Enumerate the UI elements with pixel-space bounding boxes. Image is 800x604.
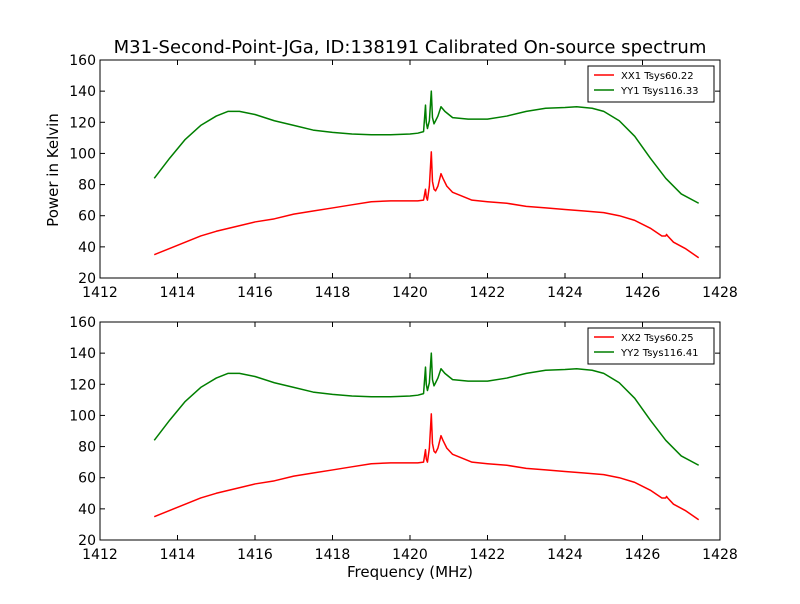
x-tick-label: 1412	[82, 285, 118, 301]
y-tick-label: 140	[69, 346, 96, 362]
y-tick-label: 20	[78, 533, 96, 549]
x-tick-label: 1418	[315, 547, 351, 563]
legend-label: YY2 Tsys116.41	[620, 348, 699, 359]
y-tick-label: 80	[78, 178, 96, 194]
y-axis-label: Power in Kelvin	[44, 113, 62, 227]
x-tick-label: 1426	[625, 547, 661, 563]
x-tick-label: 1416	[237, 285, 273, 301]
series-line-xx	[153, 413, 700, 521]
y-tick-label: 140	[69, 84, 96, 100]
series-line-xx	[153, 151, 700, 259]
legend: XX2 Tsys60.25 YY2 Tsys116.41	[587, 327, 715, 365]
y-tick-label: 160	[69, 53, 96, 69]
x-tick-label: 1428	[702, 285, 738, 301]
y-tick-label: 100	[69, 146, 96, 162]
x-tick-label: 1418	[315, 285, 351, 301]
y-tick-label: 60	[78, 471, 96, 487]
y-tick-label: 120	[69, 377, 96, 393]
x-tick-label: 1414	[160, 285, 196, 301]
y-tick-label: 40	[78, 240, 96, 256]
y-tick-label: 80	[78, 440, 96, 456]
legend-label: XX2 Tsys60.25	[621, 333, 694, 344]
series-line-yy	[153, 90, 700, 204]
legend: XX1 Tsys60.22 YY1 Tsys116.33	[587, 65, 715, 103]
x-tick-label: 1428	[702, 547, 738, 563]
legend-box	[587, 327, 715, 365]
x-tick-label: 1424	[547, 547, 583, 563]
x-tick-label: 1422	[470, 547, 506, 563]
x-tick-label: 1424	[547, 285, 583, 301]
legend-label: XX1 Tsys60.22	[621, 71, 694, 82]
x-tick-label: 1420	[392, 547, 428, 563]
y-tick-label: 60	[78, 209, 96, 225]
x-tick-label: 1416	[237, 547, 273, 563]
chart-title: M31-Second-Point-JGa, ID:138191 Calibrat…	[114, 37, 707, 58]
y-tick-label: 100	[69, 408, 96, 424]
y-tick-label: 20	[78, 271, 96, 287]
series-line-yy	[153, 352, 700, 466]
y-tick-label: 120	[69, 115, 96, 131]
x-tick-label: 1422	[470, 285, 506, 301]
x-tick-label: 1412	[82, 547, 118, 563]
y-tick-label: 160	[69, 315, 96, 331]
y-tick-label: 40	[78, 502, 96, 518]
x-axis-label: Frequency (MHz)	[347, 563, 473, 581]
x-tick-label: 1414	[160, 547, 196, 563]
x-tick-label: 1420	[392, 285, 428, 301]
top-panel: 1412 1414 1416 1418 1420 1422 1424 1426 1428 20 40…	[69, 53, 738, 301]
bottom-panel: 1412 1414 1416 1418 1420 1422 1424 1426 1428 20 40…	[69, 315, 738, 563]
legend-box	[587, 65, 715, 103]
legend-label: YY1 Tsys116.33	[620, 86, 699, 97]
x-tick-label: 1426	[625, 285, 661, 301]
